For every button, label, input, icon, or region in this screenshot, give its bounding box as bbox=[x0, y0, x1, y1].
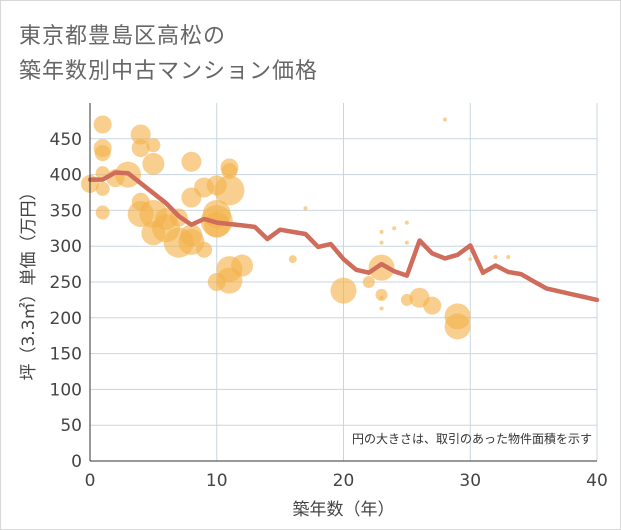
data-bubble bbox=[368, 254, 395, 281]
data-bubble bbox=[95, 205, 110, 220]
data-bubble bbox=[180, 224, 203, 247]
axes: 0 50 100 150 200 250 300 350 400 450 0 10 20 30 40 bbox=[50, 103, 608, 491]
chart-title-line2: 築年数別中古マンション価格 bbox=[19, 59, 319, 84]
trend-line bbox=[87, 170, 600, 303]
data-bubble bbox=[362, 276, 375, 288]
data-bubble bbox=[196, 241, 213, 258]
x-tick-label: 20 bbox=[333, 471, 355, 491]
data-bubble bbox=[379, 240, 384, 245]
data-bubble bbox=[303, 206, 308, 211]
data-bubble bbox=[404, 220, 409, 225]
trend-series bbox=[87, 170, 600, 303]
data-bubble bbox=[214, 175, 245, 206]
data-bubble bbox=[423, 296, 442, 315]
data-bubble bbox=[181, 151, 202, 172]
bubble-size-note: 円の大きさは、取引のあった物件面積を示す bbox=[352, 431, 592, 446]
y-tick-label: 350 bbox=[50, 201, 82, 221]
data-bubble bbox=[131, 139, 150, 158]
y-tick-label: 150 bbox=[50, 345, 82, 365]
data-bubble bbox=[442, 117, 447, 122]
y-tick-label: 200 bbox=[50, 309, 82, 329]
data-bubble bbox=[375, 288, 388, 301]
x-axis-label: 築年数（年） bbox=[293, 500, 395, 520]
y-axis-label: 坪（3.3㎡）単価（万円） bbox=[19, 183, 39, 380]
chart-title-line1: 東京都豊島区高松の bbox=[19, 24, 227, 49]
data-bubble bbox=[94, 145, 111, 162]
data-bubble bbox=[379, 229, 384, 234]
data-bubble bbox=[231, 254, 254, 277]
data-bubble bbox=[130, 124, 151, 145]
data-bubble bbox=[93, 115, 112, 134]
data-bubble bbox=[379, 295, 384, 300]
y-tick-label: 100 bbox=[50, 380, 82, 400]
data-bubble bbox=[330, 277, 357, 304]
data-bubble bbox=[493, 254, 498, 259]
data-bubble bbox=[444, 313, 471, 340]
data-bubble bbox=[288, 255, 297, 264]
data-bubble bbox=[392, 226, 397, 231]
data-bubble bbox=[404, 240, 409, 245]
data-bubble bbox=[95, 181, 110, 196]
bubble-series bbox=[81, 115, 511, 340]
data-bubble bbox=[146, 138, 161, 153]
data-bubble bbox=[506, 254, 511, 259]
y-tick-label: 400 bbox=[50, 166, 82, 186]
y-tick-label: 0 bbox=[71, 452, 82, 472]
y-tick-label: 250 bbox=[50, 273, 82, 293]
data-bubble bbox=[468, 257, 473, 262]
data-bubble bbox=[379, 306, 384, 311]
y-tick-label: 450 bbox=[50, 130, 82, 150]
x-tick-label: 30 bbox=[459, 471, 481, 491]
data-bubble bbox=[142, 152, 165, 175]
x-tick-label: 0 bbox=[85, 471, 96, 491]
x-tick-label: 40 bbox=[586, 471, 608, 491]
y-tick-label: 300 bbox=[50, 237, 82, 257]
y-tick-label: 50 bbox=[60, 416, 82, 436]
x-tick-label: 10 bbox=[206, 471, 228, 491]
data-bubble bbox=[221, 163, 238, 180]
